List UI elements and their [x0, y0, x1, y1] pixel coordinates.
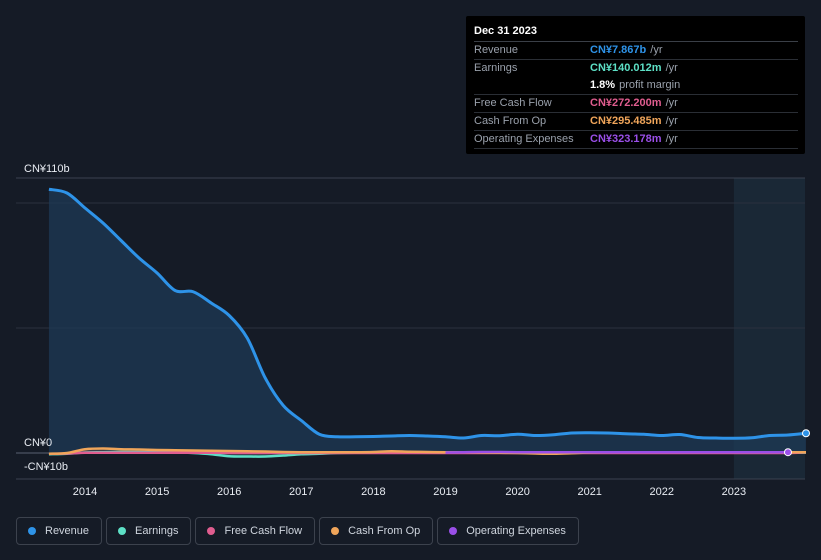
legend-dot-icon	[118, 527, 127, 535]
legend-dot-icon	[331, 527, 340, 535]
tooltip-row-value: CN¥272.200m	[590, 97, 662, 109]
legend-dot-icon	[207, 527, 216, 535]
tooltip-row: 1.8% profit margin	[474, 77, 798, 95]
x-tick-label: 2014	[73, 486, 97, 498]
data-tooltip: Dec 31 2023 Revenue CN¥7.867b/yr Earnings C…	[466, 16, 805, 154]
legend-label: Earnings	[135, 525, 179, 537]
x-tick-label: 2019	[433, 486, 457, 498]
x-tick-label: 2023	[722, 486, 746, 498]
tooltip-row-value: CN¥7.867b	[590, 44, 647, 56]
x-tick-label: 2021	[577, 486, 601, 498]
legend-label: Revenue	[45, 525, 90, 537]
legend-item-revenue[interactable]: Revenue	[16, 517, 103, 545]
legend-item-free-cash-flow[interactable]: Free Cash Flow	[195, 517, 316, 545]
legend-dot-icon	[28, 527, 36, 535]
legend-item-operating-expenses[interactable]: Operating Expenses	[437, 517, 579, 545]
tooltip-row-value: CN¥140.012m	[590, 62, 662, 74]
tooltip-row-value: 1.8%	[590, 79, 616, 91]
tooltip-row-unit: /yr	[665, 133, 678, 145]
x-tick-label: 2018	[361, 486, 385, 498]
tooltip-row-unit: /yr	[650, 44, 663, 56]
x-tick-label: 2015	[145, 486, 169, 498]
series-lines	[48, 187, 807, 458]
revenue-area	[48, 189, 806, 453]
x-tick-label: 2016	[217, 486, 241, 498]
legend-dot-icon	[449, 527, 458, 535]
tooltip-row-unit: /yr	[665, 97, 678, 109]
y-tick-label: CN¥0	[24, 437, 52, 449]
legend-label: Cash From Op	[348, 525, 421, 537]
tooltip-row: Cash From Op CN¥295.485m/yr	[474, 113, 798, 131]
tooltip-row-unit: /yr	[665, 62, 678, 74]
tooltip-row-unit: /yr	[665, 115, 678, 127]
y-axis-labels: CN¥110b CN¥0 -CN¥10b	[24, 163, 70, 473]
operating-expenses-end-marker	[783, 448, 792, 457]
tooltip-row: Revenue CN¥7.867b/yr	[474, 42, 798, 60]
tooltip-row-label: Free Cash Flow	[474, 97, 552, 109]
legend-label: Free Cash Flow	[224, 525, 303, 537]
y-tick-label: CN¥110b	[24, 163, 70, 175]
tooltip-row-label: Revenue	[474, 44, 519, 56]
x-tick-label: 2022	[650, 486, 674, 498]
x-tick-label: 2020	[505, 486, 529, 498]
y-tick-label: -CN¥10b	[24, 461, 68, 473]
tooltip-row-value: CN¥323.178m	[590, 133, 662, 145]
x-axis-labels: 2014 2015 2016 2017 2018 2019 2020 2021 2022 2023	[73, 486, 746, 498]
legend-label: Operating Expenses	[466, 525, 566, 537]
tooltip-row-label: Earnings	[474, 62, 518, 74]
revenue-end-marker	[802, 429, 810, 438]
tooltip-row-label	[474, 77, 590, 94]
operating-expenses-line	[445, 450, 788, 454]
tooltip-row: Earnings CN¥140.012m/yr	[474, 60, 798, 77]
end-markers	[783, 429, 810, 457]
area-fills	[48, 189, 806, 457]
tooltip-row-unit: profit margin	[619, 79, 681, 91]
legend-item-cash-from-op[interactable]: Cash From Op	[319, 517, 434, 545]
tooltip-date: Dec 31 2023	[474, 24, 798, 42]
tooltip-row: Free Cash Flow CN¥272.200m/yr	[474, 95, 798, 113]
x-tick-label: 2017	[289, 486, 313, 498]
tooltip-row-value: CN¥295.485m	[590, 115, 662, 127]
legend-item-earnings[interactable]: Earnings	[106, 517, 192, 545]
tooltip-row: Operating Expenses CN¥323.178m/yr	[474, 131, 798, 149]
legend: Revenue Earnings Free Cash Flow Cash From O…	[16, 517, 579, 545]
revenue-line	[48, 187, 807, 440]
tooltip-row-label: Operating Expenses	[474, 133, 574, 145]
tooltip-row-label: Cash From Op	[474, 115, 547, 127]
